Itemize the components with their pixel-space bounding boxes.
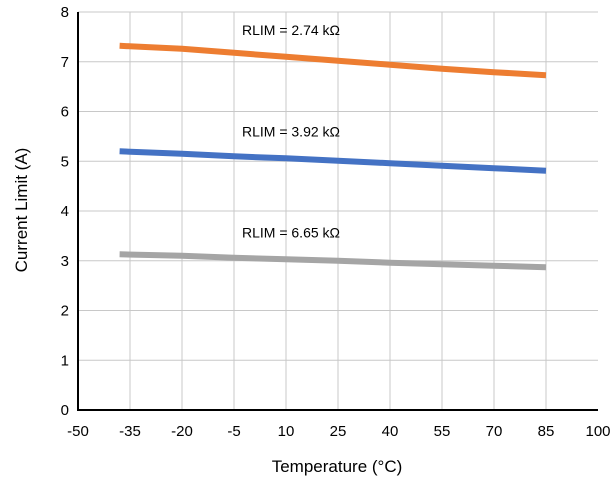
y-tick-label: 5: [61, 153, 69, 170]
series-line-2: [119, 148, 547, 174]
x-tick-label: -20: [171, 423, 193, 440]
x-tick-label: -35: [119, 423, 141, 440]
x-tick-label: 70: [486, 423, 503, 440]
x-tick-label: 85: [538, 423, 555, 440]
x-tick-label: 10: [278, 423, 295, 440]
axes: [77, 12, 598, 411]
x-axis-title: Temperature (°C): [272, 457, 403, 476]
series-lines: [119, 42, 547, 271]
series-label-2: RLIM = 3.92 kΩ: [242, 123, 340, 139]
y-tick-label: 4: [61, 203, 69, 220]
y-tick-label: 7: [61, 54, 69, 71]
series-line-3: [119, 251, 547, 271]
y-tick-label: 6: [61, 104, 69, 121]
y-tick-label: 3: [61, 253, 69, 270]
y-tick-label: 1: [61, 352, 69, 369]
x-tick-label: -50: [67, 423, 89, 440]
y-tick-labels: 0 1 2 3 4 5 6 7 8: [61, 4, 69, 419]
x-tick-label: -5: [227, 423, 240, 440]
series-label-3: RLIM = 6.65 kΩ: [242, 224, 340, 240]
series-line-1: [119, 42, 547, 79]
y-axis-title: Current Limit (A): [12, 148, 31, 273]
x-tick-label: 25: [330, 423, 347, 440]
series-labels: RLIM = 2.74 kΩ RLIM = 3.92 kΩ RLIM = 6.65 …: [242, 22, 340, 240]
x-tick-labels: -50 -35 -20 -5 10 25 40 55 70 85 100: [67, 423, 610, 440]
series-label-1: RLIM = 2.74 kΩ: [242, 22, 340, 38]
x-tick-label: 55: [434, 423, 451, 440]
x-tick-label: 40: [382, 423, 399, 440]
y-tick-label: 0: [61, 402, 69, 419]
x-tick-label: 100: [585, 423, 610, 440]
y-tick-label: 8: [61, 4, 69, 21]
y-tick-label: 2: [61, 303, 69, 320]
